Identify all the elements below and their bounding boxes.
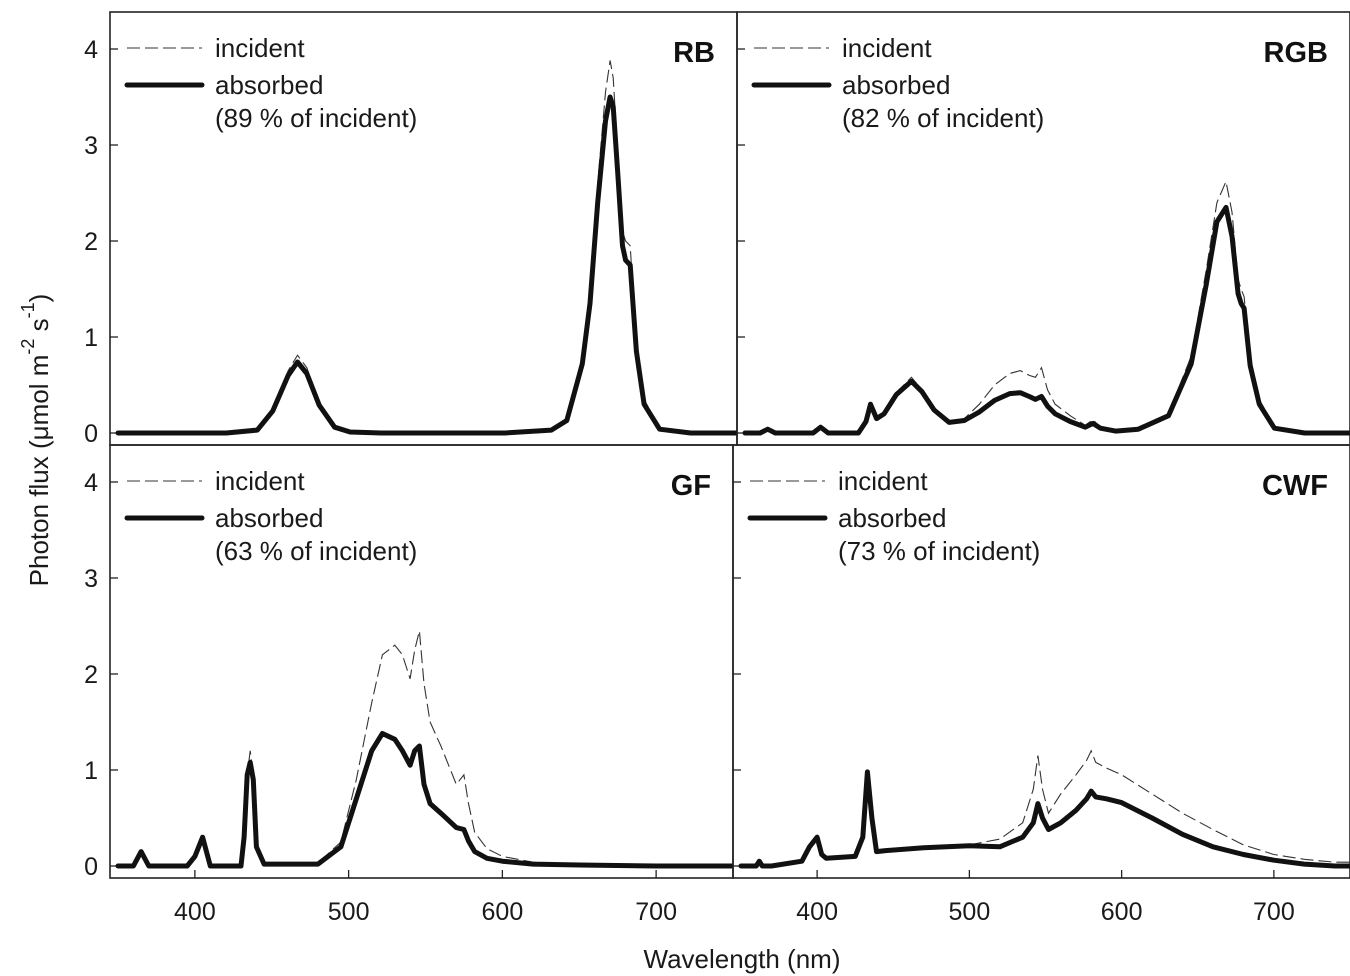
y-tick-label: 3: [84, 132, 98, 160]
panel-frame: [732, 444, 1350, 879]
legend-incident-label: incident: [838, 466, 928, 496]
panel-frame: [109, 444, 734, 879]
series-absorbed-line: [738, 769, 1350, 869]
legend-percent-note: (73 % of incident): [838, 536, 1040, 566]
legend-absorbed-label: absorbed: [215, 503, 323, 533]
panel-rb: 0 1 2 3 4 incident absorbed(89 % of incident) R…: [84, 11, 738, 448]
y-tick-label: 2: [84, 661, 98, 689]
x-tick-label: 600: [482, 898, 524, 926]
y-axis-label-s: s: [24, 318, 54, 338]
panel-cwf: 400 500 600 700 incident absorbed(73 % of inc…: [732, 444, 1350, 926]
y-axis-label: Photon flux (μmol m-2 s-1): [18, 294, 54, 587]
y-tick-label: 2: [84, 228, 98, 256]
y-tick-label: 0: [84, 420, 98, 448]
series-absorbed-line: [115, 731, 733, 869]
legend-absorbed-label: absorbed: [215, 70, 323, 100]
y-axis-label-close: ): [24, 294, 54, 303]
x-tick-label: 500: [328, 898, 370, 926]
series-incident-line: [118, 630, 733, 867]
series-incident-line: [741, 749, 1350, 867]
y-tick-label: 4: [84, 469, 98, 497]
y-tick-label: 4: [84, 36, 98, 64]
legend-incident-label: incident: [215, 33, 305, 63]
panel-frame: [736, 11, 1350, 446]
y-axis-label-sup-m: -2: [18, 339, 38, 355]
x-tick-label: 500: [949, 898, 991, 926]
y-tick-label: 1: [84, 757, 98, 785]
legend-absorbed-label: absorbed: [842, 70, 950, 100]
y-axis-label-main: Photon flux (μmol m: [24, 355, 54, 587]
x-tick-label: 400: [174, 898, 216, 926]
legend-incident-label: incident: [842, 33, 932, 63]
legend-percent-note: (82 % of incident): [842, 103, 1044, 133]
y-tick-label: 0: [84, 853, 98, 881]
x-tick-label: 600: [1101, 898, 1143, 926]
panel-rgb: incident absorbed(82 % of incident) RGB: [736, 11, 1350, 446]
legend-incident-label: incident: [215, 466, 305, 496]
panel-title: GF: [671, 470, 711, 502]
legend-absorbed-label: absorbed: [838, 503, 946, 533]
legend-percent-note: (63 % of incident): [215, 536, 417, 566]
x-tick-label: 400: [796, 898, 838, 926]
series-incident-line: [118, 60, 737, 434]
x-tick-label: 700: [635, 898, 677, 926]
panel-title: RGB: [1264, 37, 1328, 69]
panel-title: CWF: [1262, 470, 1328, 502]
legend-percent-note: (89 % of incident): [215, 103, 417, 133]
series-absorbed-line: [742, 204, 1350, 436]
y-tick-label: 1: [84, 324, 98, 352]
series-absorbed-line: [115, 94, 737, 436]
x-axis-label: Wavelength (nm): [644, 944, 841, 974]
y-tick-label: 3: [84, 565, 98, 593]
panel-title: RB: [673, 37, 715, 69]
y-axis-label-sup-s: -1: [18, 302, 38, 318]
x-tick-label: 700: [1253, 898, 1295, 926]
panel-gf: 0 1 2 3 4 400 500 600 700 incident absorbed(63 % o…: [84, 444, 734, 926]
